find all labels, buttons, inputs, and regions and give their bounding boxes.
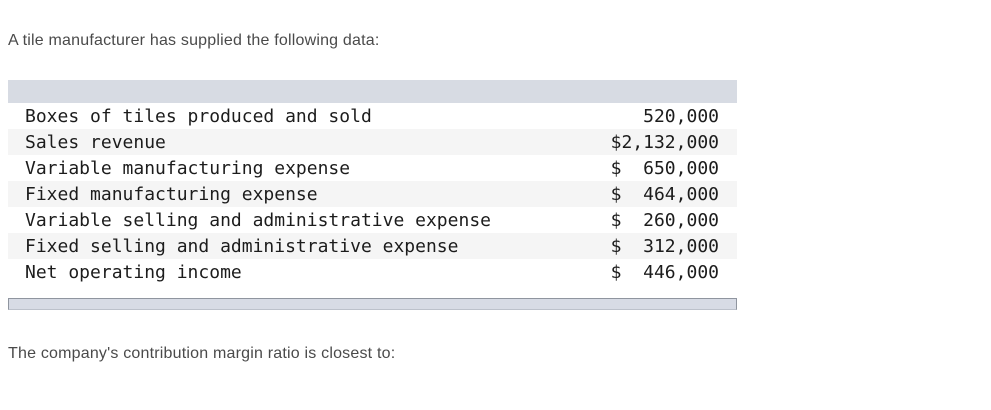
- table-row: Net operating income $ 446,000: [8, 259, 737, 285]
- question-footer-text: The company's contribution margin ratio …: [8, 345, 396, 362]
- row-label: Variable selling and administrative expe…: [25, 209, 491, 231]
- row-value: $ 446,000: [610, 261, 719, 283]
- row-value: $ 650,000: [610, 157, 719, 179]
- row-value: $ 464,000: [610, 183, 719, 205]
- supplied-data-table: Boxes of tiles produced and sold 520,000…: [8, 80, 737, 285]
- horizontal-scrollbar[interactable]: [8, 298, 737, 310]
- row-label: Sales revenue: [25, 131, 166, 153]
- row-value: $ 260,000: [610, 209, 719, 231]
- row-label: Boxes of tiles produced and sold: [25, 105, 372, 127]
- row-label: Fixed selling and administrative expense: [25, 235, 459, 257]
- table-row: Fixed selling and administrative expense…: [8, 233, 737, 259]
- row-value: 520,000: [610, 105, 719, 127]
- table-header-bar: [8, 80, 737, 103]
- table-row: Fixed manufacturing expense $ 464,000: [8, 181, 737, 207]
- row-label: Variable manufacturing expense: [25, 157, 351, 179]
- row-label: Net operating income: [25, 261, 242, 283]
- table-row: Boxes of tiles produced and sold 520,000: [8, 103, 737, 129]
- row-value: $ 312,000: [610, 235, 719, 257]
- table-row: Sales revenue $2,132,000: [8, 129, 737, 155]
- table-row: Variable selling and administrative expe…: [8, 207, 737, 233]
- row-value: $2,132,000: [610, 131, 719, 153]
- question-intro-text: A tile manufacturer has supplied the fol…: [8, 32, 380, 49]
- table-row: Variable manufacturing expense $ 650,000: [8, 155, 737, 181]
- row-label: Fixed manufacturing expense: [25, 183, 318, 205]
